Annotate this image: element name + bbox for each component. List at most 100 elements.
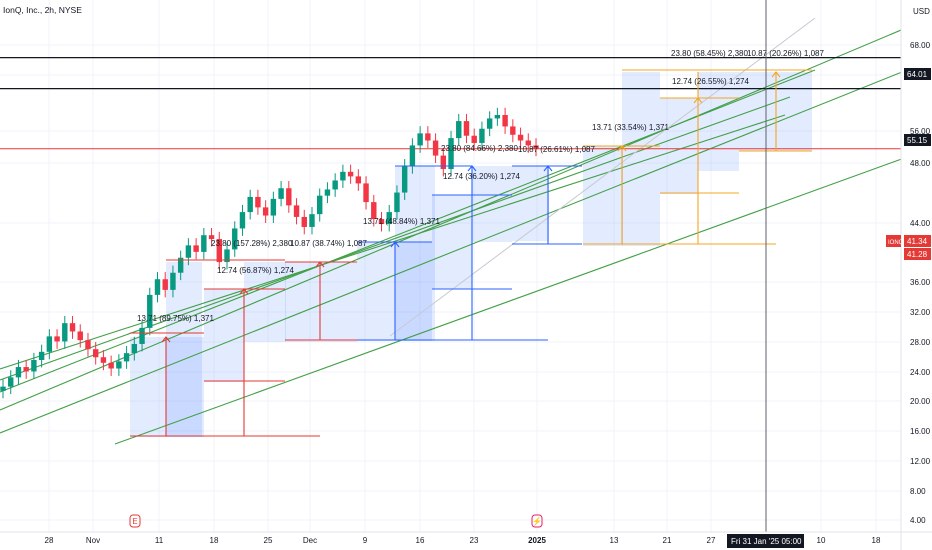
y-tick-label: 56.00 xyxy=(910,127,931,136)
candle-body xyxy=(510,126,516,135)
x-tick-label: Nov xyxy=(86,536,100,545)
candle-body xyxy=(232,228,238,250)
candle-body xyxy=(394,192,400,213)
candle-body xyxy=(324,189,331,196)
x-tick-label: 2025 xyxy=(528,536,546,545)
x-tick-label: 13 xyxy=(610,536,619,545)
currency-label: USD xyxy=(913,7,930,16)
candle-body xyxy=(448,138,454,170)
y-tick-label: 48.00 xyxy=(910,159,931,168)
candle-body xyxy=(147,294,153,328)
candle-body xyxy=(270,198,277,216)
candle-body xyxy=(85,340,91,350)
candle-body xyxy=(432,140,439,156)
candle-body xyxy=(239,212,246,229)
candle-body xyxy=(247,196,253,213)
grid-lines xyxy=(0,0,901,532)
candle-body xyxy=(162,279,168,290)
candle-body xyxy=(262,207,269,216)
x-tick-label: 9 xyxy=(363,536,368,545)
measure-box xyxy=(395,166,435,341)
x-tick-label: 11 xyxy=(155,536,164,545)
measure-label: 10.87 (38.74%) 1,087 xyxy=(290,239,367,248)
x-tick-label: 10 xyxy=(817,536,826,545)
price-badge-label: 64.01 xyxy=(907,70,928,79)
candle-body xyxy=(69,323,76,332)
measure-box xyxy=(130,337,204,437)
measure-box xyxy=(583,146,623,246)
candle-body xyxy=(92,349,99,358)
candle-body xyxy=(440,155,447,170)
candle-body xyxy=(463,121,470,136)
y-tick-label: 8.00 xyxy=(910,487,926,496)
measure-arrowhead xyxy=(315,261,325,268)
candle-body xyxy=(347,171,354,177)
price-badge-label: 41.34 xyxy=(907,237,928,246)
candle-body xyxy=(131,343,138,354)
measure-arrowhead xyxy=(467,165,477,172)
measure-labels: 13.71 (89.75%) 1,371 23.80 (157.28%) 2,38… xyxy=(137,49,824,323)
measure-tools xyxy=(130,69,812,437)
event-marker-label: ⚡ xyxy=(532,516,542,526)
measure-box xyxy=(285,262,357,342)
measure-box xyxy=(244,262,286,342)
candle-body xyxy=(193,245,199,252)
measure-label: 13.71 (48.84%) 1,371 xyxy=(363,217,440,226)
candle-body xyxy=(479,128,485,143)
y-tick-label: 32.00 xyxy=(910,308,931,317)
candle-body xyxy=(31,359,37,372)
candle-body xyxy=(201,235,207,252)
x-tick-label: 18 xyxy=(872,536,881,545)
chart-title: IonQ, Inc., 2h, NYSE xyxy=(3,5,82,15)
price-badge xyxy=(904,134,931,146)
candle-body xyxy=(15,367,22,378)
candle-body xyxy=(425,133,431,141)
x-tick-label: 23 xyxy=(470,536,479,545)
event-marker xyxy=(531,514,543,528)
event-marker xyxy=(129,514,141,528)
candle-body xyxy=(286,188,292,206)
measure-arrowhead xyxy=(693,97,703,104)
x-tick-label: 16 xyxy=(416,536,425,545)
candle-body xyxy=(62,323,68,342)
candle-body xyxy=(332,180,338,190)
price-badge xyxy=(904,68,931,80)
x-tick-label: 28 xyxy=(45,536,54,545)
candle-body xyxy=(409,145,416,167)
time-axis[interactable]: 28 Nov 11 18 25 Dec 9 16 23 2025 13 21 27 10 18 E ⚡ xyxy=(0,514,932,545)
trend-channels xyxy=(0,16,932,445)
y-tick-label: 24.00 xyxy=(910,368,931,377)
measure-arrowhead xyxy=(239,288,249,295)
candle-body xyxy=(154,279,161,295)
candle-body xyxy=(309,214,315,227)
y-tick-label: 12.00 xyxy=(910,457,931,466)
candle-body xyxy=(46,336,53,352)
x-tick-label: 21 xyxy=(663,536,672,545)
measure-arrowhead xyxy=(771,71,781,78)
candle-body xyxy=(378,219,385,225)
measure-box xyxy=(622,72,660,246)
candle-body xyxy=(224,249,230,263)
candle-body xyxy=(123,353,130,362)
x-tick-label: 25 xyxy=(264,536,273,545)
y-tick-label: 36.00 xyxy=(910,278,931,287)
price-axis[interactable]: USD 68.0060.0056.0048.0044.0036.0032.002… xyxy=(886,0,932,550)
candle-body xyxy=(170,272,176,290)
candle-body xyxy=(517,134,524,141)
candle-body xyxy=(185,245,192,258)
y-tick-label: 20.00 xyxy=(910,397,931,406)
candle-body xyxy=(340,171,346,181)
measure-box xyxy=(660,98,698,194)
measure-label: 23.80 (84.66%) 2,380 xyxy=(441,144,518,153)
candle-body xyxy=(371,202,377,220)
candle-body xyxy=(108,362,114,369)
price-badge xyxy=(904,235,931,247)
candle-body xyxy=(100,357,107,363)
price-badge-label: 55.15 xyxy=(907,136,928,145)
price-badge-label: 41.28 xyxy=(907,250,928,259)
candle-body xyxy=(139,327,145,344)
measure-boxes xyxy=(130,72,812,437)
measure-label: 23.80 (58.45%) 2,380 xyxy=(671,49,748,58)
